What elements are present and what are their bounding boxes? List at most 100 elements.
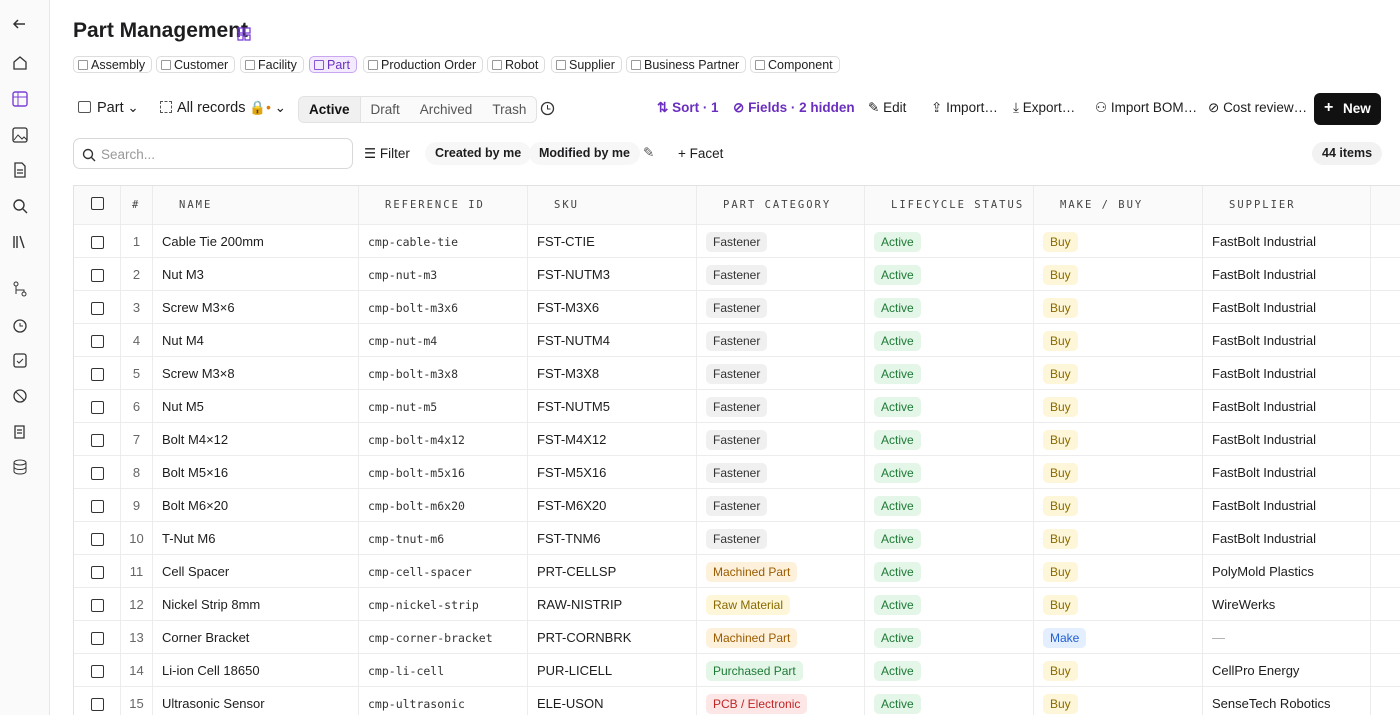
- name: Nut M3: [162, 267, 204, 282]
- grid-icon[interactable]: [237, 27, 251, 41]
- entity-tab[interactable]: Supplier: [551, 56, 622, 73]
- report-icon[interactable]: [12, 424, 28, 440]
- cell: Active: [865, 324, 1034, 357]
- checklist-icon[interactable]: [12, 352, 28, 368]
- entity-tab[interactable]: Production Order: [363, 56, 484, 73]
- view-selector[interactable]: Part ⌄: [78, 100, 139, 116]
- column-title: #: [132, 199, 141, 211]
- fields-label: Fields · 2 hidden: [748, 100, 855, 115]
- entity-tab[interactable]: Robot: [487, 56, 546, 73]
- checkbox[interactable]: [91, 236, 104, 249]
- checkbox[interactable]: [91, 197, 104, 210]
- header-cell: [1371, 186, 1400, 225]
- entity-tab[interactable]: Part: [309, 56, 357, 73]
- entity-tab[interactable]: Component: [750, 56, 840, 73]
- checkbox[interactable]: [91, 533, 104, 546]
- cell: cmp-nut-m4: [359, 324, 528, 357]
- checkbox[interactable]: [91, 665, 104, 678]
- import-button[interactable]: ⇪ Import…: [931, 100, 998, 115]
- table-icon[interactable]: [12, 91, 28, 107]
- facet-button[interactable]: + Facet: [678, 146, 724, 161]
- search-box[interactable]: Search...: [73, 138, 353, 169]
- created-chip[interactable]: Created by me: [425, 142, 532, 165]
- checkbox[interactable]: [91, 269, 104, 282]
- cell: Machined Part: [697, 555, 865, 588]
- new-button[interactable]: + New: [1314, 93, 1381, 125]
- back-icon[interactable]: [12, 17, 26, 31]
- status-tab[interactable]: Draft: [370, 102, 400, 117]
- records-selector[interactable]: All records 🔒• ⌄: [160, 100, 286, 116]
- cell: [1371, 324, 1400, 357]
- flow-icon[interactable]: [12, 281, 28, 297]
- supplier: FastBolt Industrial: [1212, 234, 1317, 249]
- new-label: New: [1343, 101, 1371, 116]
- cell: cmp-corner-bracket: [359, 621, 528, 654]
- export-button[interactable]: ⤓ Export…: [1013, 100, 1076, 115]
- badge: Buy: [1043, 331, 1078, 351]
- block-icon[interactable]: [12, 388, 28, 404]
- cost-review-button[interactable]: ⊘ Cost review…: [1208, 100, 1308, 115]
- checkbox[interactable]: [91, 632, 104, 645]
- home-icon[interactable]: [12, 55, 28, 71]
- badge: Active: [874, 430, 921, 450]
- checkbox[interactable]: [91, 467, 104, 480]
- checkbox[interactable]: [91, 434, 104, 447]
- schedule-icon[interactable]: [12, 317, 28, 333]
- edit-filter-icon[interactable]: ✎: [643, 145, 655, 160]
- name: Nut M4: [162, 333, 204, 348]
- edit-button[interactable]: ✎ Edit: [868, 100, 907, 115]
- checkbox[interactable]: [91, 500, 104, 513]
- doc-icon[interactable]: [12, 162, 28, 178]
- sort-button[interactable]: ⇅ Sort · 1: [657, 100, 719, 115]
- cell: Buy: [1034, 456, 1203, 489]
- modified-chip[interactable]: Modified by me: [529, 142, 640, 165]
- cell: WireWerks: [1203, 588, 1371, 621]
- cell: cmp-bolt-m3x6: [359, 291, 528, 324]
- name: Bolt M5×16: [162, 465, 229, 480]
- sidebar: [0, 0, 50, 715]
- status-tab[interactable]: Archived: [419, 102, 473, 117]
- history-icon[interactable]: [540, 101, 555, 116]
- search-icon[interactable]: [12, 198, 28, 214]
- supplier: FastBolt Industrial: [1212, 366, 1317, 381]
- badge: Buy: [1043, 265, 1078, 285]
- row-select: [74, 687, 121, 715]
- filter-button[interactable]: ☰ Filter: [364, 146, 410, 161]
- image-icon[interactable]: [12, 127, 28, 143]
- checkbox[interactable]: [91, 566, 104, 579]
- header-cell: LIFECYCLE STATUS: [865, 186, 1034, 225]
- checkbox[interactable]: [91, 599, 104, 612]
- cell: PRT-CORNBRK: [528, 621, 697, 654]
- import-bom-button[interactable]: ⚇ Import BOM…: [1095, 100, 1198, 115]
- cell: Active: [865, 390, 1034, 423]
- column-title: PART CATEGORY: [723, 199, 832, 211]
- entity-tab[interactable]: Facility: [240, 56, 304, 73]
- item-count: 44 items: [1312, 142, 1383, 165]
- edit-label: Edit: [883, 100, 907, 115]
- checkbox[interactable]: [91, 302, 104, 315]
- status-tab[interactable]: Trash: [492, 102, 527, 117]
- cell: Cell Spacer: [153, 555, 359, 588]
- row-select: [74, 621, 121, 654]
- fields-button[interactable]: ⊘ Fields · 2 hidden: [733, 100, 855, 115]
- id: 4: [132, 333, 141, 348]
- entity-tab[interactable]: Assembly: [73, 56, 153, 73]
- checkbox[interactable]: [91, 368, 104, 381]
- name: Screw M3×8: [162, 366, 235, 381]
- entity-tab[interactable]: Customer: [156, 56, 236, 73]
- checkbox[interactable]: [91, 698, 104, 711]
- name: Bolt M6×20: [162, 498, 229, 513]
- library-icon[interactable]: [12, 234, 28, 250]
- status-tab[interactable]: Active: [299, 97, 361, 122]
- badge: Fastener: [706, 397, 768, 417]
- cell: Bolt M5×16: [153, 456, 359, 489]
- cell: FastBolt Industrial: [1203, 324, 1371, 357]
- badge: Buy: [1043, 232, 1078, 252]
- cell: Nut M3: [153, 258, 359, 291]
- entity-tab[interactable]: Business Partner: [626, 56, 747, 73]
- checkbox[interactable]: [91, 335, 104, 348]
- badge: Fastener: [706, 463, 768, 483]
- checkbox[interactable]: [91, 401, 104, 414]
- cell: PCB / Electronic: [697, 687, 865, 715]
- database-icon[interactable]: [12, 459, 28, 475]
